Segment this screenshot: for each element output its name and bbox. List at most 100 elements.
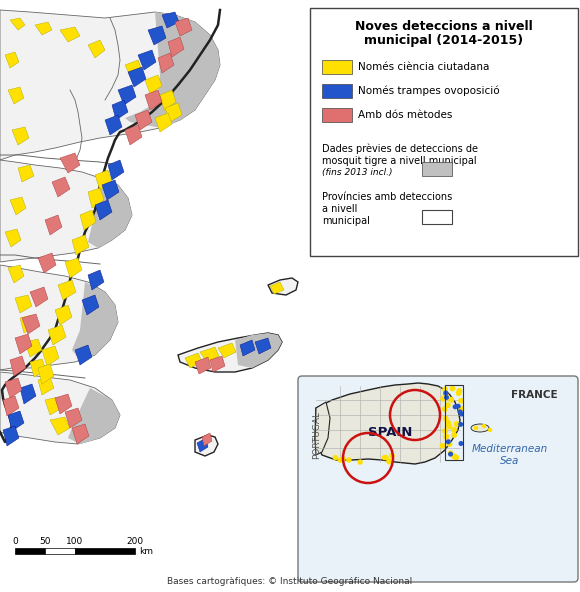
Polygon shape (38, 364, 54, 384)
Text: Només ciència ciutadana: Només ciència ciutadana (358, 62, 490, 72)
Polygon shape (315, 383, 460, 464)
Polygon shape (45, 397, 62, 415)
Circle shape (440, 443, 445, 448)
Text: 100: 100 (66, 537, 84, 546)
Polygon shape (35, 22, 52, 35)
Polygon shape (102, 180, 119, 200)
Circle shape (390, 453, 394, 458)
Text: municipal (2014-2015): municipal (2014-2015) (364, 34, 524, 47)
Circle shape (387, 459, 391, 463)
Circle shape (449, 452, 452, 456)
Circle shape (447, 440, 450, 443)
Polygon shape (125, 12, 220, 128)
Circle shape (444, 391, 448, 395)
Circle shape (454, 455, 458, 459)
Polygon shape (112, 100, 128, 120)
FancyBboxPatch shape (298, 376, 578, 582)
Circle shape (446, 420, 450, 425)
Polygon shape (10, 356, 26, 376)
Bar (445, 385, 463, 460)
Circle shape (459, 442, 463, 445)
Polygon shape (0, 372, 120, 444)
Polygon shape (145, 90, 162, 110)
Circle shape (458, 410, 462, 414)
Circle shape (334, 456, 338, 459)
Circle shape (460, 412, 463, 416)
Polygon shape (125, 125, 142, 145)
Circle shape (443, 387, 447, 392)
Polygon shape (88, 270, 104, 290)
Circle shape (443, 407, 447, 411)
Circle shape (445, 395, 448, 399)
Circle shape (488, 429, 491, 432)
Polygon shape (108, 160, 124, 180)
Polygon shape (202, 433, 212, 446)
Circle shape (444, 393, 448, 397)
Bar (45, 548, 75, 554)
Polygon shape (42, 346, 59, 366)
Polygon shape (165, 103, 182, 122)
Text: municipal: municipal (322, 216, 370, 226)
Circle shape (338, 458, 342, 462)
Polygon shape (30, 359, 46, 377)
Polygon shape (160, 90, 176, 110)
Polygon shape (218, 343, 236, 358)
Polygon shape (175, 18, 192, 36)
Polygon shape (68, 388, 120, 444)
Polygon shape (118, 85, 136, 105)
Text: FRANCE: FRANCE (512, 390, 558, 400)
Polygon shape (315, 402, 330, 455)
Circle shape (452, 433, 456, 437)
Polygon shape (185, 353, 202, 368)
Text: 50: 50 (39, 537, 51, 546)
Text: a nivell: a nivell (322, 204, 357, 214)
Polygon shape (268, 278, 298, 295)
Circle shape (448, 451, 453, 455)
Polygon shape (125, 60, 143, 80)
Bar (422, 210, 452, 224)
Text: mosquit tigre a nivell municipal: mosquit tigre a nivell municipal (322, 156, 477, 166)
Polygon shape (20, 384, 36, 404)
Polygon shape (5, 229, 21, 247)
Polygon shape (210, 356, 225, 372)
Circle shape (456, 404, 460, 408)
Polygon shape (88, 178, 132, 248)
Text: Mediterranean
Sea: Mediterranean Sea (472, 444, 548, 466)
Bar (322, 60, 352, 74)
Text: 200: 200 (126, 537, 144, 546)
Polygon shape (8, 87, 24, 104)
Circle shape (456, 391, 461, 395)
Polygon shape (0, 265, 118, 370)
Polygon shape (55, 394, 72, 414)
Polygon shape (5, 378, 22, 398)
Circle shape (441, 397, 445, 401)
Polygon shape (145, 75, 162, 94)
Text: Províncies amb deteccions: Províncies amb deteccions (322, 192, 452, 202)
Polygon shape (255, 338, 271, 354)
Circle shape (444, 416, 448, 421)
Polygon shape (8, 411, 24, 431)
Polygon shape (12, 127, 29, 145)
Circle shape (449, 397, 454, 402)
Polygon shape (10, 197, 26, 215)
Polygon shape (148, 26, 166, 45)
Text: Dades prèvies de deteccions de: Dades prèvies de deteccions de (322, 144, 478, 155)
Polygon shape (178, 333, 282, 372)
Bar (15, 548, 45, 554)
Polygon shape (162, 12, 179, 28)
Polygon shape (95, 170, 112, 190)
Polygon shape (75, 345, 92, 365)
Polygon shape (82, 295, 99, 315)
Polygon shape (38, 253, 56, 273)
Polygon shape (50, 417, 70, 435)
Text: (fins 2013 incl.): (fins 2013 incl.) (322, 168, 393, 177)
Polygon shape (80, 210, 96, 230)
Polygon shape (25, 339, 42, 357)
Text: Noves deteccions a nivell: Noves deteccions a nivell (355, 20, 533, 33)
Circle shape (387, 460, 391, 464)
Circle shape (452, 454, 456, 458)
Circle shape (483, 424, 485, 427)
Circle shape (384, 456, 388, 459)
Circle shape (474, 426, 477, 430)
Polygon shape (195, 435, 218, 456)
